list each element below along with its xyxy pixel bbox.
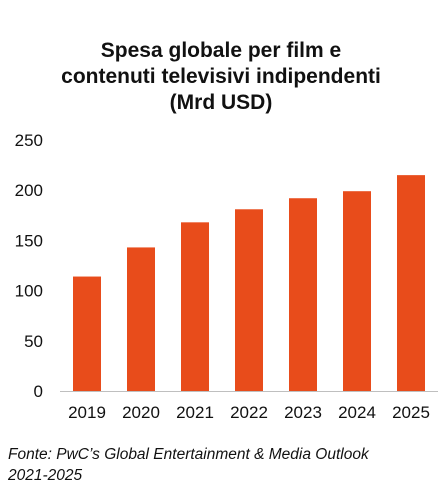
source-line-2: 2021-2025 — [8, 467, 83, 484]
bar-2023 — [289, 198, 317, 391]
bar-2019 — [73, 276, 101, 391]
y-axis-ticks: 0 50 100 150 200 250 — [15, 131, 43, 401]
y-tick-label-100: 100 — [15, 282, 43, 301]
x-tick-label-2022: 2022 — [230, 403, 268, 422]
x-tick-label-2024: 2024 — [338, 403, 376, 422]
bar-2020 — [127, 247, 155, 391]
bar-2024 — [343, 191, 371, 391]
x-axis-ticks: 2019 2020 2021 2022 2023 2024 2025 — [68, 403, 430, 422]
y-tick-label-50: 50 — [24, 332, 43, 351]
bar-2022 — [235, 209, 263, 391]
x-tick-label-2023: 2023 — [284, 403, 322, 422]
y-tick-label-0: 0 — [34, 382, 43, 401]
source-note: Fonte: PwC’s Global Entertainment & Medi… — [8, 444, 438, 486]
source-line-1: Fonte: PwC’s Global Entertainment & Medi… — [8, 446, 369, 463]
bar-2021 — [181, 222, 209, 391]
bars — [73, 175, 425, 391]
x-tick-label-2025: 2025 — [392, 403, 430, 422]
x-tick-label-2021: 2021 — [176, 403, 214, 422]
bar-chart: 0 50 100 150 200 250 2019 2020 2021 2022 2023 2024… — [15, 131, 438, 422]
chart-title: Spesa globale per film e contenuti telev… — [0, 38, 442, 116]
y-tick-label-150: 150 — [15, 231, 43, 250]
y-tick-label-200: 200 — [15, 181, 43, 200]
chart-title-line-3: (Mrd USD) — [169, 91, 273, 114]
bar-2025 — [397, 175, 425, 391]
y-tick-label-250: 250 — [15, 131, 43, 150]
chart-title-line-2: contenuti televisivi indipendenti — [61, 65, 381, 88]
chart-title-line-1: Spesa globale per film e — [100, 39, 342, 62]
x-tick-label-2019: 2019 — [68, 403, 106, 422]
x-tick-label-2020: 2020 — [122, 403, 160, 422]
